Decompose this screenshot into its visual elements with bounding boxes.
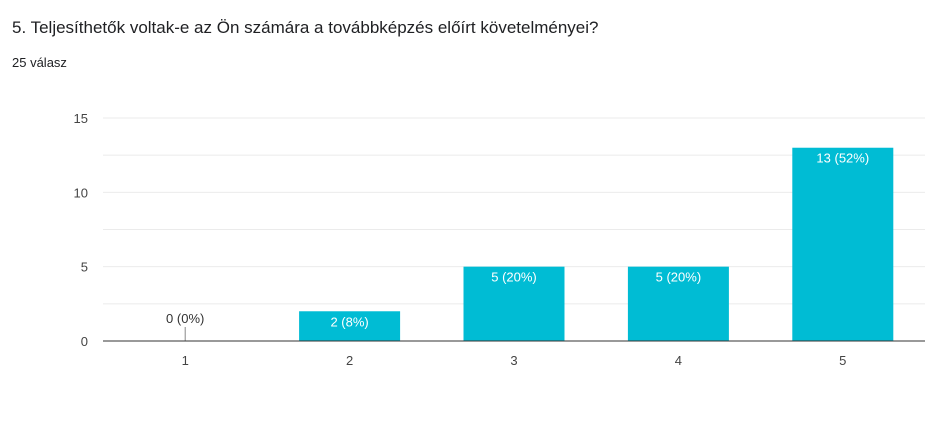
bar — [792, 147, 894, 341]
data-label: 5 (20%) — [656, 270, 702, 285]
data-label: 13 (52%) — [816, 151, 869, 166]
x-tick-label: 2 — [346, 353, 353, 368]
x-tick-label: 3 — [510, 353, 517, 368]
data-label: 5 (20%) — [491, 270, 537, 285]
data-label: 0 (0%) — [166, 311, 204, 326]
y-tick-label: 15 — [74, 111, 88, 126]
x-tick-label: 4 — [675, 353, 682, 368]
x-tick-label: 5 — [839, 353, 846, 368]
question-title: 5. Teljesíthetők voltak-e az Ön számára … — [12, 18, 599, 37]
bar — [627, 266, 729, 341]
x-tick-label: 1 — [182, 353, 189, 368]
y-tick-label: 5 — [81, 260, 88, 275]
bar — [463, 266, 565, 341]
y-tick-label: 0 — [81, 334, 88, 349]
response-count: 25 válasz — [12, 55, 67, 70]
bar — [299, 311, 401, 341]
data-label: 2 (8%) — [330, 314, 368, 329]
y-tick-label: 10 — [74, 185, 88, 200]
